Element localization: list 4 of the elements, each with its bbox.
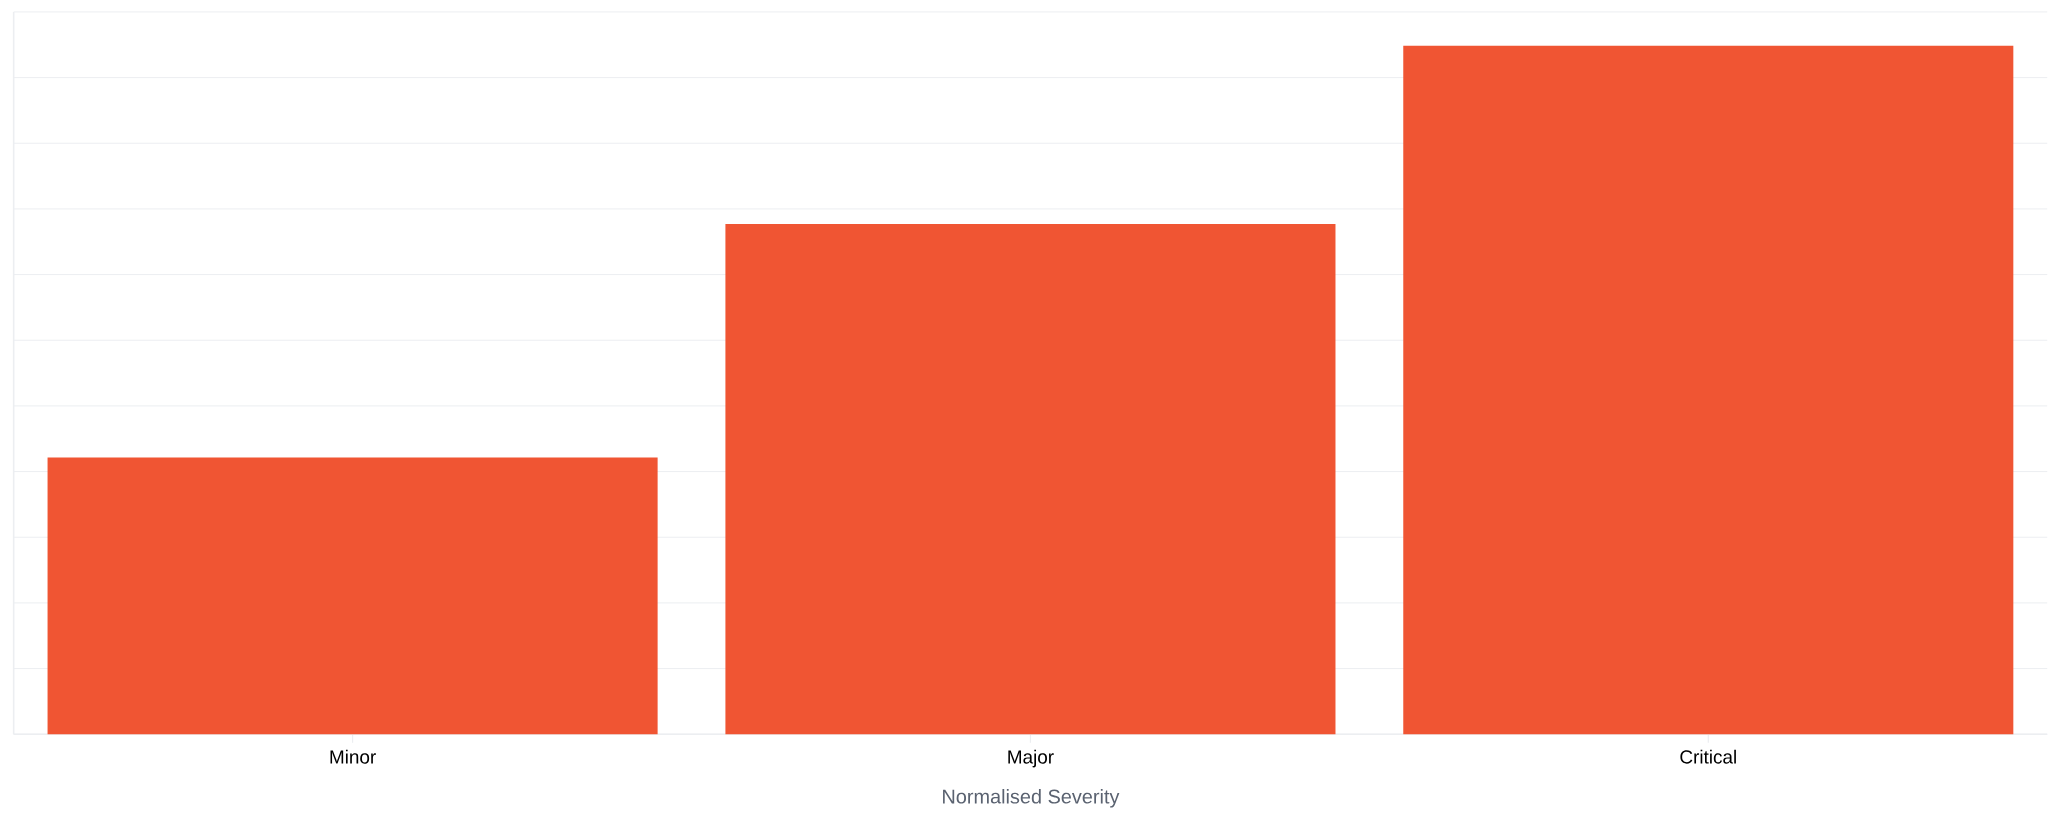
x-tick-label: Minor	[330, 749, 376, 764]
x-tick-label: Major	[1008, 749, 1054, 768]
x-tick-label: Critical	[1680, 749, 1736, 764]
x-axis-title: Normalised Severity	[943, 789, 1120, 808]
